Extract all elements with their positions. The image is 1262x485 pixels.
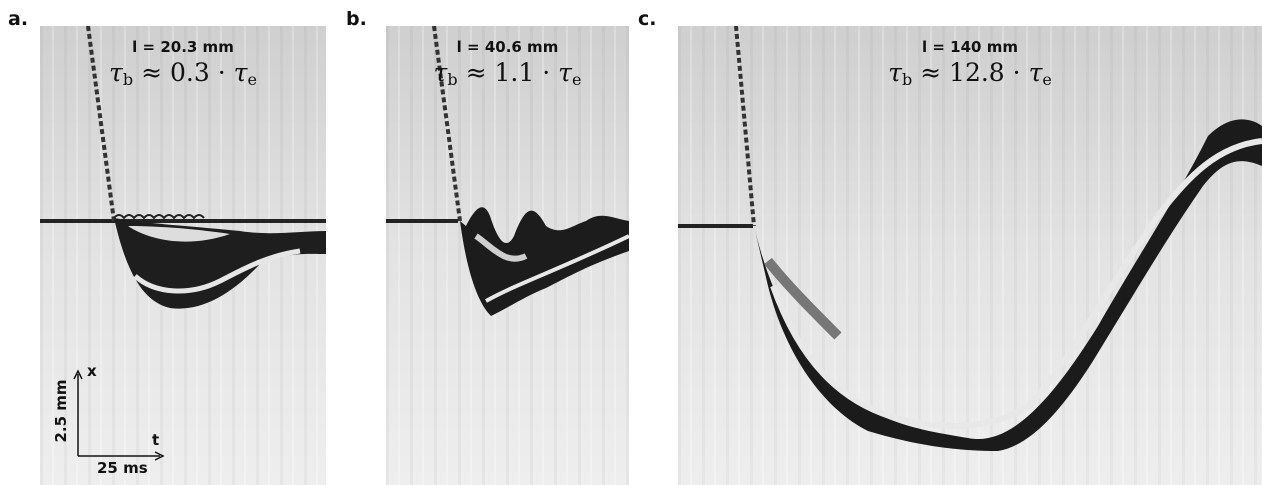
scale-bar: [73, 369, 165, 461]
panel-c-image: l = 140 mm τb ≈ 12.8 · τe: [678, 26, 1262, 485]
panel-a-streak: [40, 26, 326, 485]
panel-b-streak: [386, 26, 629, 485]
panel-label-a: a.: [8, 8, 29, 30]
panel-b-image: l = 40.6 mm τb ≈ 1.1 · τe: [386, 26, 629, 485]
length-scale-label: 2.5 mm: [52, 379, 70, 443]
panel-a-image: l = 20.3 mm τb ≈ 0.3 · τe x t 25 ms 2.5 …: [40, 26, 326, 485]
panel-c-streak: [678, 26, 1262, 485]
panel-label-c: c.: [638, 8, 657, 30]
x-axis-label: t: [152, 431, 160, 449]
y-axis-label: x: [87, 362, 97, 380]
time-scale-label: 25 ms: [97, 459, 148, 477]
panel-label-b: b.: [346, 8, 367, 30]
